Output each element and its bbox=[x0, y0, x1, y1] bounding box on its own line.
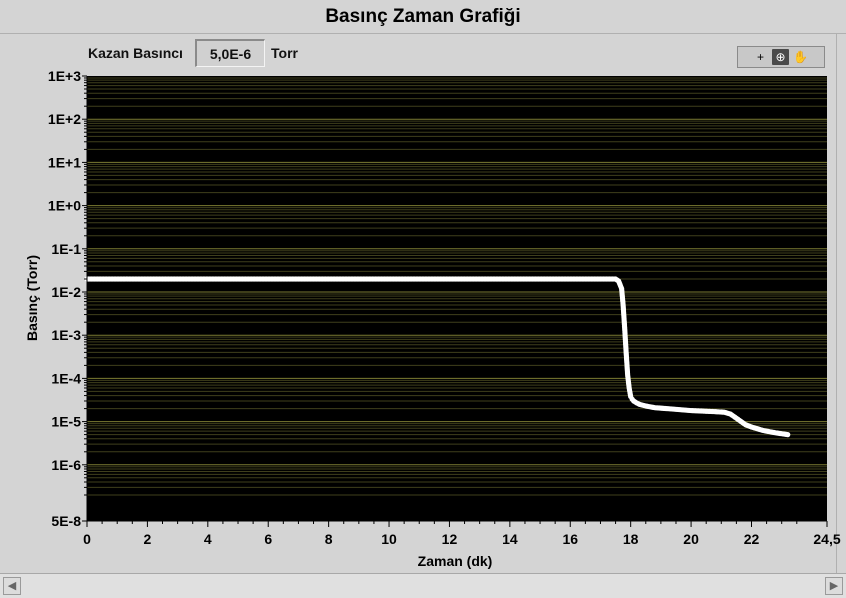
x-tick-label: 24,5 bbox=[813, 531, 840, 547]
zoom-icon[interactable]: ⊕ bbox=[772, 49, 789, 65]
x-tick-label: 4 bbox=[204, 531, 212, 547]
y-tick-label: 1E+0 bbox=[48, 198, 81, 214]
y-tick-label: 1E-5 bbox=[51, 414, 81, 430]
boiler-pressure-label: Kazan Basıncı bbox=[88, 45, 183, 61]
horizontal-scrollbar[interactable]: ◀ ▶ bbox=[0, 573, 846, 598]
y-tick-label: 1E-6 bbox=[51, 457, 81, 473]
pan-hand-icon[interactable]: ✋ bbox=[793, 50, 808, 64]
y-tick-label: 5E-8 bbox=[51, 513, 81, 529]
scroll-right-icon[interactable]: ▶ bbox=[825, 577, 843, 595]
graph-palette: + ⊕ ✋ bbox=[737, 46, 825, 68]
x-tick-label: 22 bbox=[744, 531, 760, 547]
x-tick-label: 18 bbox=[623, 531, 639, 547]
y-tick-label: 1E+3 bbox=[48, 68, 81, 84]
y-tick-label: 1E+2 bbox=[48, 111, 81, 127]
x-tick-label: 12 bbox=[442, 531, 458, 547]
scroll-left-icon[interactable]: ◀ bbox=[3, 577, 21, 595]
x-axis-label: Zaman (dk) bbox=[418, 553, 493, 569]
y-tick-label: 1E+1 bbox=[48, 154, 81, 170]
panel-right-edge bbox=[836, 33, 837, 573]
window-title: Basınç Zaman Grafiği bbox=[325, 6, 521, 27]
x-tick-label: 2 bbox=[144, 531, 152, 547]
pressure-time-chart: 5E-8 1E-6 1E-5 1E-4 1E-3 1E-2 1E-1 1E+0 1E+1 1E+2… bbox=[24, 68, 841, 569]
panel-divider bbox=[0, 33, 846, 34]
crosshair-icon[interactable]: + bbox=[756, 50, 764, 64]
tick-labels: 5E-8 1E-6 1E-5 1E-4 1E-3 1E-2 1E-1 1E+0 1E+1 1E+2… bbox=[48, 68, 841, 547]
x-tick-label: 20 bbox=[683, 531, 699, 547]
data-point bbox=[785, 432, 791, 438]
axis-ticks bbox=[82, 75, 828, 527]
y-tick-label: 1E-4 bbox=[51, 370, 81, 386]
grid-lines bbox=[87, 77, 827, 496]
x-tick-label: 0 bbox=[83, 531, 91, 547]
y-axis-label: Basınç (Torr) bbox=[24, 255, 40, 341]
x-tick-label: 6 bbox=[264, 531, 272, 547]
x-tick-label: 8 bbox=[325, 531, 333, 547]
x-tick-label: 16 bbox=[562, 531, 578, 547]
x-tick-label: 10 bbox=[381, 531, 397, 547]
x-tick-label: 14 bbox=[502, 531, 518, 547]
y-tick-label: 1E-1 bbox=[51, 241, 81, 257]
y-tick-label: 1E-2 bbox=[51, 284, 81, 300]
boiler-pressure-unit: Torr bbox=[271, 45, 298, 61]
pressure-series bbox=[84, 276, 791, 438]
data-series bbox=[84, 276, 791, 438]
y-tick-label: 1E-3 bbox=[51, 327, 81, 343]
boiler-pressure-indicator: 5,0E-6 bbox=[195, 39, 265, 67]
